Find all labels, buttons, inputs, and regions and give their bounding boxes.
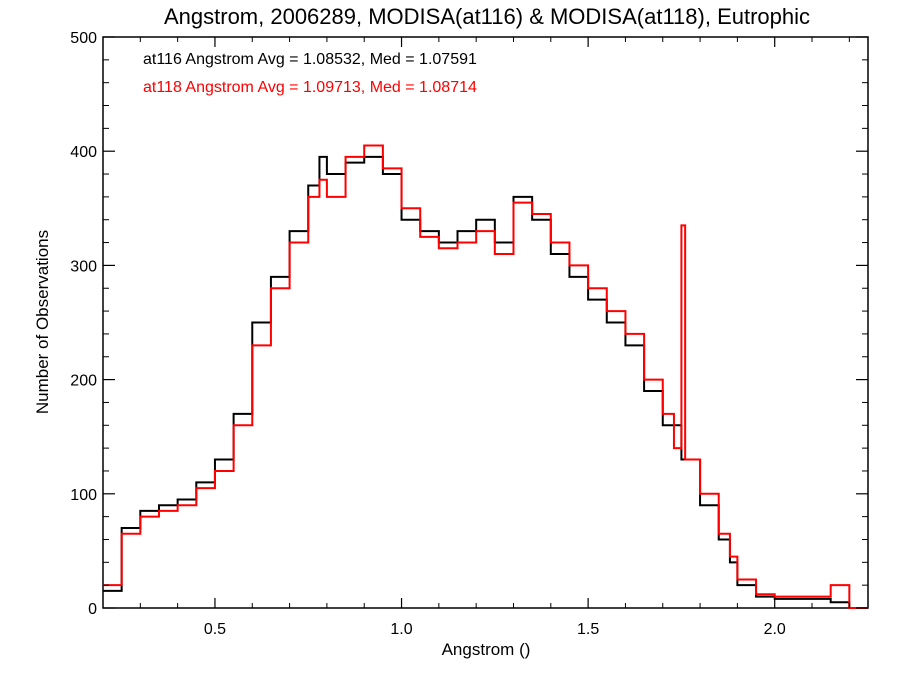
x-tick-label: 1.5 xyxy=(577,621,599,638)
annotation-at116: at116 Angstrom Avg = 1.08532, Med = 1.07… xyxy=(143,51,477,68)
y-tick-label: 100 xyxy=(70,487,97,504)
annotation-at118: at118 Angstrom Avg = 1.09713, Med = 1.08… xyxy=(143,79,477,96)
histogram-series-group xyxy=(103,144,868,609)
y-tick-label: 200 xyxy=(70,373,97,390)
y-tick-label: 0 xyxy=(88,601,97,618)
y-axis-label: Number of Observations xyxy=(33,230,52,414)
y-tick-label: 300 xyxy=(70,258,97,275)
plot-frame xyxy=(102,36,869,609)
axis-ticks: 0.5 1.0 1.5 2.0 0 100 200 300 400 500 xyxy=(70,30,868,638)
x-tick-label: 2.0 xyxy=(764,621,786,638)
x-tick-label: 0.5 xyxy=(204,621,226,638)
chart-title: Angstrom, 2006289, MODISA(at116) & MODIS… xyxy=(164,4,810,29)
histogram-series-0 xyxy=(103,155,868,609)
x-tick-label: 1.0 xyxy=(390,621,412,638)
y-tick-label: 500 xyxy=(70,30,97,47)
x-axis-label: Angstrom () xyxy=(442,640,531,659)
histogram-series-1 xyxy=(103,144,868,609)
y-tick-label: 400 xyxy=(70,144,97,161)
